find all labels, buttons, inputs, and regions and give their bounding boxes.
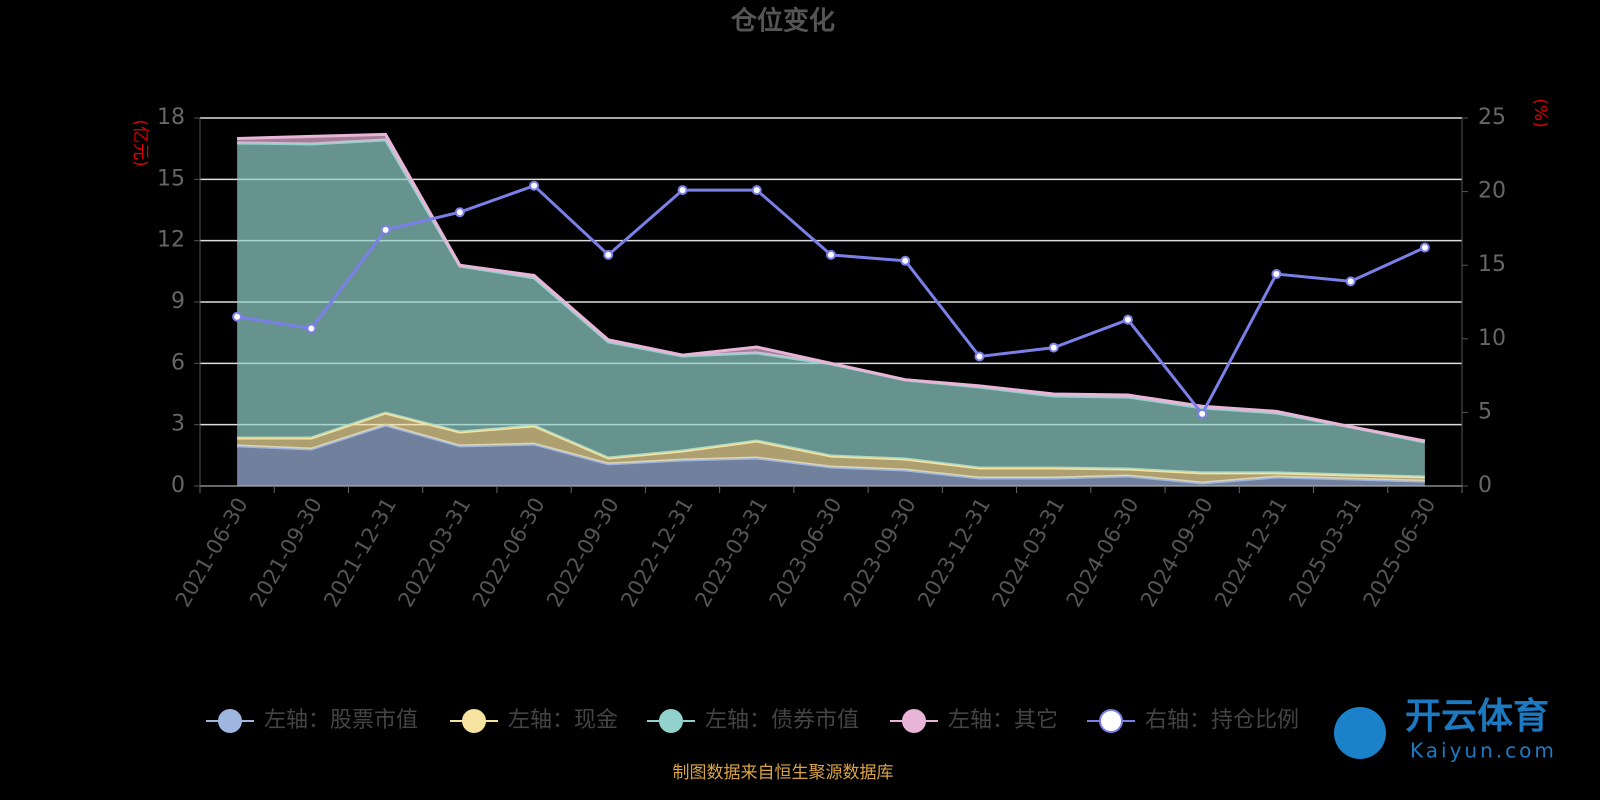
legend-marker — [218, 709, 242, 733]
point — [826, 249, 836, 260]
area — [237, 425, 1425, 486]
legend-label: 左轴：现金 — [508, 708, 618, 733]
point — [1419, 242, 1430, 253]
legend-item: 左轴：股票市值 — [206, 708, 418, 733]
y2-tick-label: 5 — [1478, 399, 1492, 424]
chart-title: 仓位变化 — [730, 6, 835, 37]
point — [306, 323, 317, 334]
legend-item: 左轴：现金 — [450, 708, 618, 733]
area-edge — [237, 411, 1425, 479]
point — [1271, 269, 1282, 280]
point — [603, 249, 614, 260]
y2-tick-label: 15 — [1478, 252, 1506, 277]
y-tick-label: 9 — [171, 289, 185, 314]
legend-label: 左轴：债券市值 — [705, 708, 859, 733]
point — [529, 180, 540, 191]
point — [232, 311, 243, 322]
watermark: 开云体育 Kaiyun.com — [1334, 696, 1557, 763]
y-tick-label: 18 — [157, 105, 185, 130]
y-axis-label: (亿元) — [130, 119, 150, 166]
y2-tick-label: 20 — [1478, 179, 1506, 204]
point — [1197, 408, 1208, 419]
point — [1122, 314, 1133, 325]
y-tick-label: 15 — [157, 166, 185, 191]
point — [900, 255, 911, 266]
point — [1345, 276, 1356, 287]
y-tick-label: 3 — [171, 412, 185, 437]
watermark-logo — [1334, 707, 1386, 759]
area — [237, 413, 1425, 483]
point — [1048, 342, 1059, 353]
point — [454, 207, 465, 218]
watermark-text: 开云体育 — [1405, 696, 1549, 737]
legend-item: 右轴：持仓比例 — [1087, 708, 1299, 733]
point — [751, 185, 762, 196]
legend-item: 左轴：债券市值 — [647, 708, 859, 733]
watermark-url: Kaiyun.com — [1410, 739, 1557, 763]
legend-marker — [462, 709, 486, 733]
legend-marker — [1099, 709, 1123, 733]
y2-axis-label: (%) — [1530, 98, 1550, 127]
legend-marker — [902, 709, 926, 733]
y-tick-label: 6 — [171, 350, 185, 375]
y2-tick-label: 25 — [1478, 105, 1506, 130]
legend-item: 左轴：其它 — [890, 708, 1058, 733]
legend-label: 右轴：持仓比例 — [1145, 708, 1299, 733]
point — [380, 224, 391, 235]
legend-marker — [659, 709, 683, 733]
y-tick-label: 0 — [171, 473, 185, 498]
area-edge — [237, 132, 1426, 443]
y2-tick-label: 0 — [1478, 473, 1492, 498]
point — [974, 351, 985, 362]
footer: 制图数据来自恒生聚源数据库 — [673, 763, 894, 783]
y-tick-label: 12 — [157, 228, 185, 253]
point — [677, 185, 688, 196]
y2-tick-label: 10 — [1478, 326, 1506, 351]
legend-label: 左轴：其它 — [948, 708, 1058, 733]
legend-label: 左轴：股票市值 — [264, 708, 418, 733]
area — [237, 139, 1425, 478]
